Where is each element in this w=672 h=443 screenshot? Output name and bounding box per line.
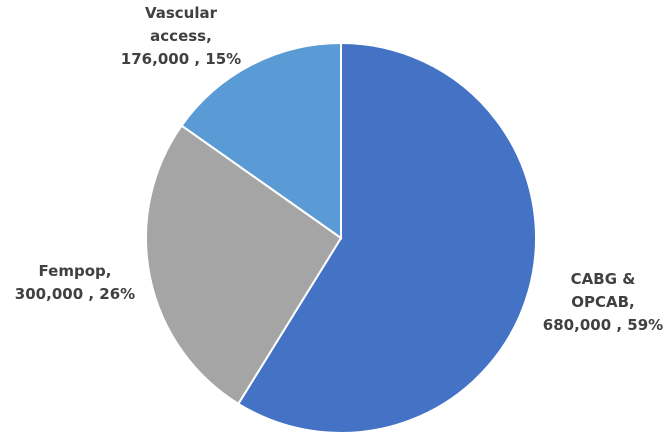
label-values: 176,000 , 15% <box>121 48 241 71</box>
category-name: Vascular access <box>144 4 218 45</box>
label-name: CABG & OPCAB, <box>555 268 650 314</box>
percent-label: 26% <box>99 285 136 303</box>
label-values: 300,000 , 26% <box>15 283 135 306</box>
separator: , <box>189 50 206 68</box>
label-name: Vascular access, <box>131 2 231 48</box>
separator: , <box>105 262 112 280</box>
separator: , <box>629 293 635 311</box>
data-label: Vascular access, 176,000 , 15% <box>121 2 241 71</box>
label-name: Fempop, <box>15 260 135 283</box>
value-label: 300,000 <box>14 285 84 303</box>
category-name: CABG & OPCAB <box>570 270 636 311</box>
value-label: 176,000 <box>120 50 190 68</box>
value-label: 680,000 <box>542 316 612 334</box>
separator: , <box>611 316 628 334</box>
data-label: CABG & OPCAB, 680,000 , 59% <box>543 268 663 337</box>
label-values: 680,000 , 59% <box>543 314 663 337</box>
separator: , <box>206 27 212 45</box>
pie-slice <box>236 41 537 434</box>
pie-slice <box>145 124 343 406</box>
category-name: Fempop <box>38 262 106 280</box>
percent-label: 15% <box>205 50 242 68</box>
data-label: Fempop, 300,000 , 26% <box>15 260 135 306</box>
separator: , <box>83 285 100 303</box>
percent-label: 59% <box>627 316 664 334</box>
pie-slice <box>180 41 342 240</box>
